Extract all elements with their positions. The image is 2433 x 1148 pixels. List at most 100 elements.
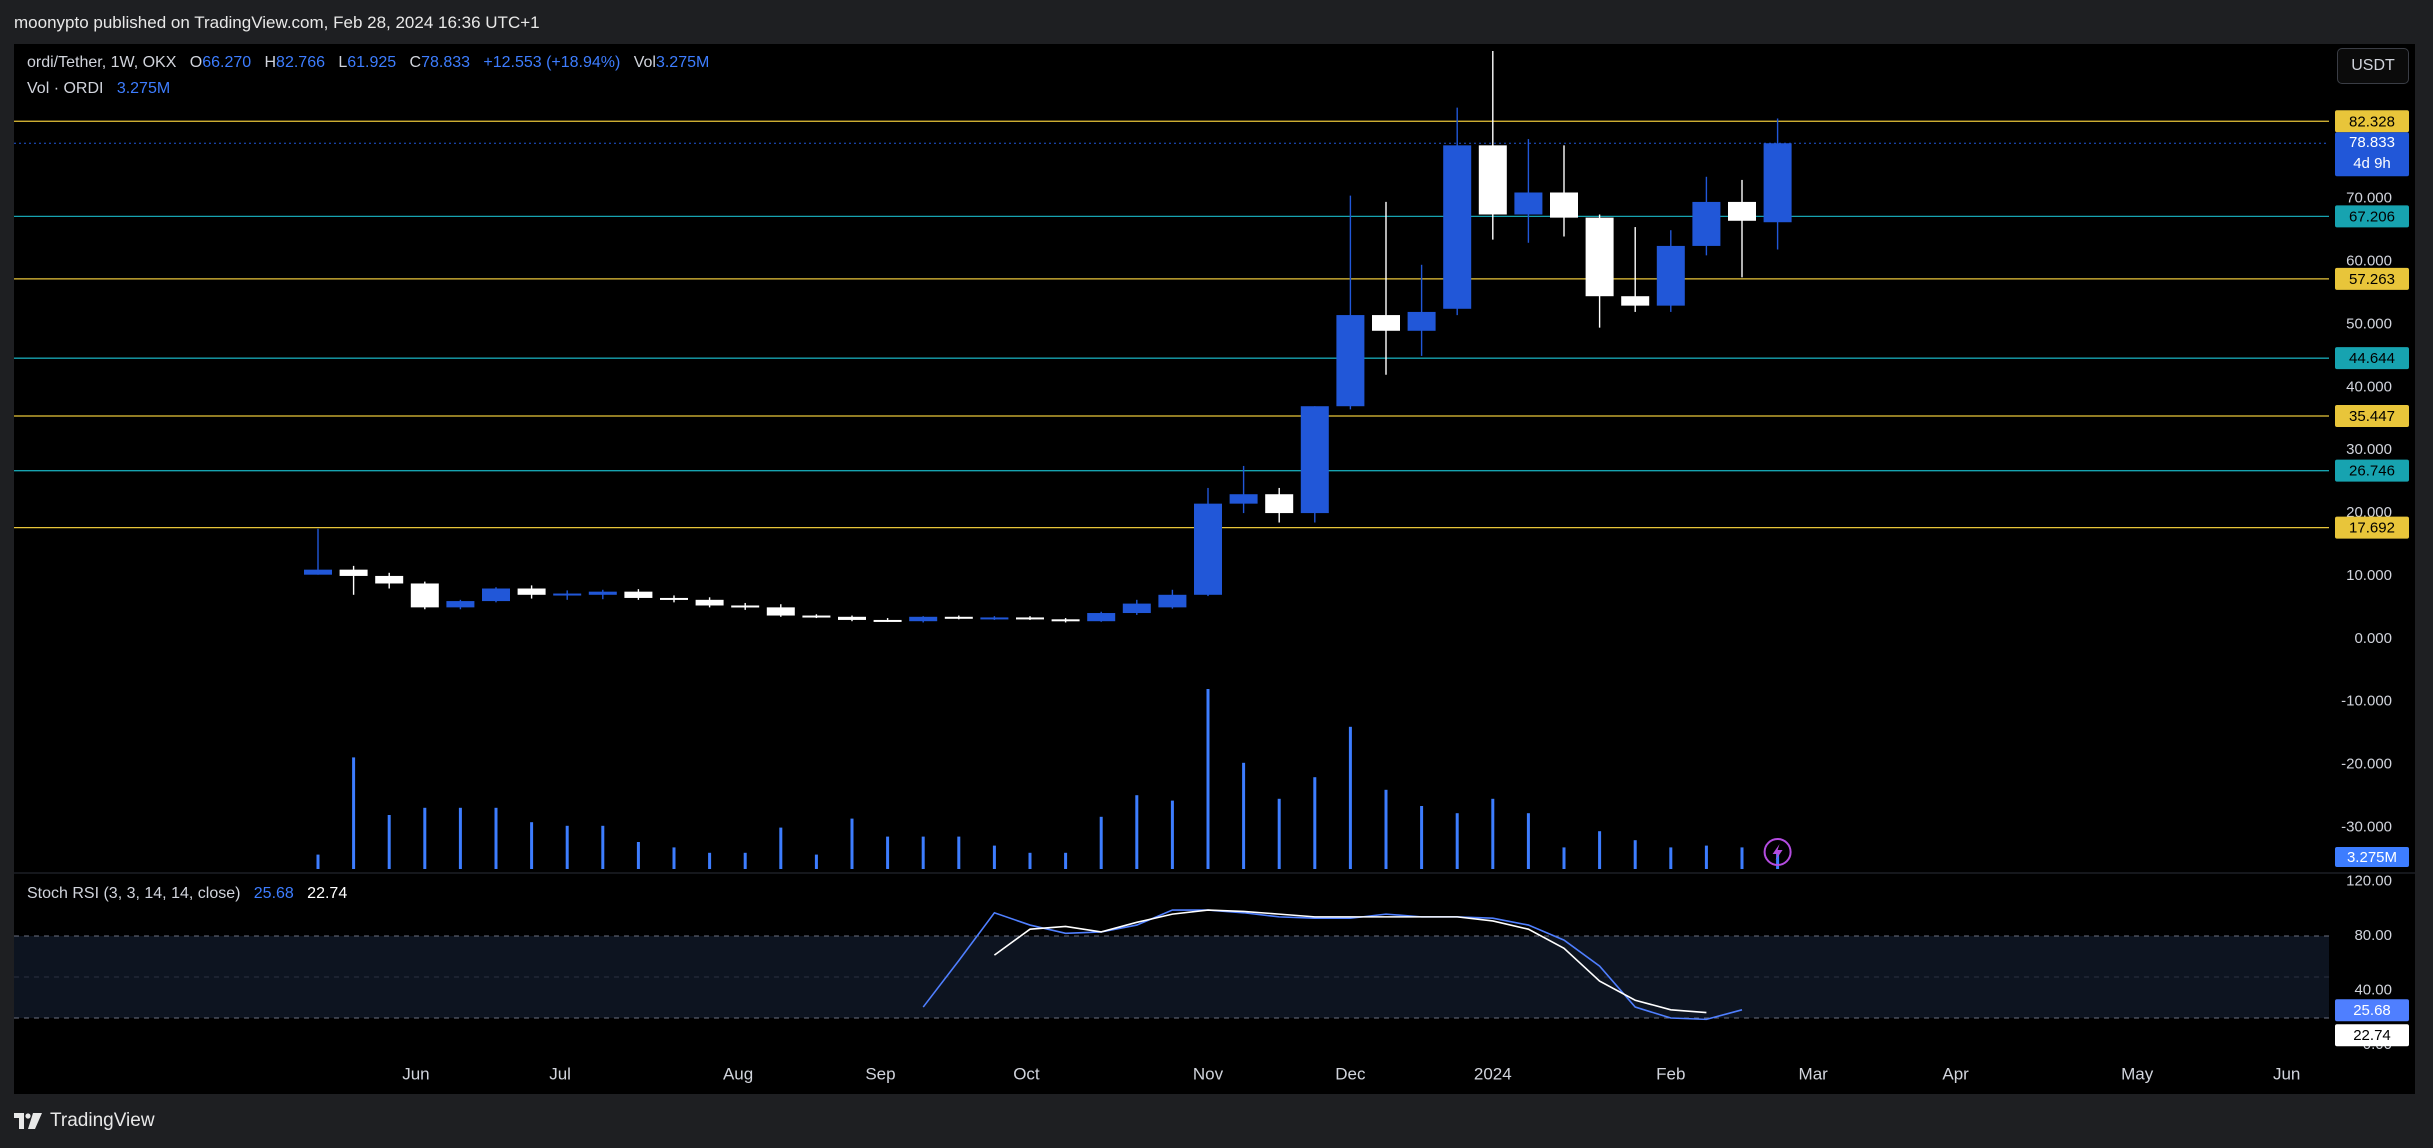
brand[interactable]: TradingView bbox=[14, 1110, 155, 1132]
price-tick-label: 40.000 bbox=[2346, 378, 2392, 395]
level-label: 44.644 bbox=[2349, 350, 2395, 367]
stoch-tick-label: 80.00 bbox=[2354, 927, 2392, 944]
level-label: 82.328 bbox=[2349, 113, 2395, 130]
bottom-bar bbox=[0, 1100, 2433, 1148]
volume-bar bbox=[1277, 798, 1281, 869]
stoch-legend: Stoch RSI (3, 3, 14, 14, close) 25.68 22… bbox=[27, 885, 347, 903]
candle-body bbox=[517, 588, 546, 595]
candle-body bbox=[304, 569, 332, 575]
chart-canvas[interactable]: 70.00060.00050.00040.00030.00020.00010.0… bbox=[14, 44, 2415, 1094]
time-axis-label: May bbox=[2121, 1064, 2154, 1083]
time-axis-label: Jul bbox=[549, 1064, 571, 1083]
time-axis-label: Feb bbox=[1656, 1064, 1685, 1083]
volume-bar bbox=[1704, 845, 1708, 869]
volume-bar bbox=[1491, 798, 1495, 869]
volume-series-label[interactable]: Vol · ORDI bbox=[27, 80, 104, 97]
volume-bar bbox=[1776, 851, 1780, 869]
time-axis-label: Mar bbox=[1799, 1064, 1829, 1083]
symbol-label[interactable]: ordi/Tether, 1W, OKX bbox=[27, 54, 177, 71]
stoch-k-tag-bg bbox=[2335, 999, 2409, 1022]
volume-bar bbox=[458, 807, 462, 869]
level-label-bg bbox=[2335, 516, 2409, 539]
level-label: 26.746 bbox=[2349, 463, 2395, 480]
candle-body bbox=[375, 575, 404, 584]
level-label-bg bbox=[2335, 205, 2409, 228]
stoch-d-line bbox=[993, 909, 1707, 1014]
price-tick-label: 0.000 bbox=[2354, 630, 2392, 647]
stoch-label[interactable]: Stoch RSI (3, 3, 14, 14, close) bbox=[27, 885, 241, 902]
candle-body bbox=[909, 616, 938, 622]
candle-body bbox=[731, 605, 760, 608]
volume-bar bbox=[1135, 795, 1139, 869]
lightning-icon bbox=[1772, 844, 1783, 860]
open-label: O bbox=[189, 54, 203, 71]
chart-panel[interactable]: 70.000 60.000 50.000 40.000 30.000 20.000 10.0… bbox=[14, 44, 2415, 1094]
candle-body bbox=[944, 616, 973, 619]
top-bar: moonypto published on TradingView.com, F… bbox=[0, 0, 2433, 40]
volume-bar bbox=[565, 825, 569, 869]
stoch-d-tag: 22.74 bbox=[2353, 1027, 2391, 1044]
candle-body bbox=[1122, 603, 1151, 614]
candle-body bbox=[838, 616, 866, 620]
stoch-d-tag-bg bbox=[2335, 1024, 2409, 1047]
volume-bar bbox=[1598, 831, 1602, 869]
candle-body bbox=[1728, 201, 1756, 221]
volume-bar bbox=[814, 854, 818, 869]
candle-body bbox=[695, 599, 724, 606]
candle-body bbox=[553, 593, 582, 596]
countdown-label: 4d 9h bbox=[2353, 155, 2391, 172]
candle-body bbox=[1158, 594, 1187, 608]
volume-value-tag: 3.275M bbox=[2347, 849, 2397, 866]
candle-body bbox=[339, 569, 368, 576]
candle-body bbox=[1443, 145, 1472, 309]
price-tick-label: -30.000 bbox=[2341, 818, 2392, 835]
candle-body bbox=[660, 597, 688, 600]
lightning-icon-ring bbox=[1763, 838, 1792, 866]
volume-bar bbox=[1384, 789, 1388, 869]
level-label-bg bbox=[2335, 110, 2409, 133]
price-tick-label: 50.000 bbox=[2346, 315, 2392, 332]
volume-legend: Vol · ORDI 3.275M bbox=[27, 80, 170, 98]
price-tick-label: 70.000 bbox=[2346, 190, 2392, 207]
volume-bar bbox=[886, 836, 890, 869]
candle-body bbox=[1087, 613, 1116, 622]
volume-bar bbox=[1170, 800, 1174, 869]
brand-name: TradingView bbox=[50, 1110, 155, 1131]
volume-bar bbox=[1455, 813, 1459, 869]
time-axis-label: Oct bbox=[1013, 1064, 1040, 1083]
candle-body bbox=[1621, 296, 1650, 306]
close-label: C bbox=[409, 54, 422, 71]
candle-body bbox=[410, 583, 439, 608]
candle-body bbox=[1656, 245, 1685, 306]
volume-bar bbox=[1313, 777, 1317, 869]
time-axis-label: Apr bbox=[1942, 1064, 1969, 1083]
candle-body bbox=[766, 607, 795, 616]
candle-body bbox=[1763, 143, 1792, 223]
low-label: L bbox=[338, 54, 348, 71]
stoch-k-tag: 25.68 bbox=[2353, 1002, 2391, 1019]
volume-bar bbox=[1348, 726, 1352, 869]
volume-series-value: 3.275M bbox=[116, 80, 171, 97]
currency-button[interactable]: USDT bbox=[2337, 48, 2409, 84]
candle-body bbox=[802, 615, 831, 618]
volume-bar bbox=[850, 818, 854, 869]
level-label: 35.447 bbox=[2349, 408, 2395, 425]
volume-bar bbox=[672, 847, 676, 869]
stoch-tick-label: 120.00 bbox=[2346, 872, 2392, 889]
candle-body bbox=[1300, 406, 1329, 514]
candle-body bbox=[1550, 192, 1578, 218]
stoch-k-line bbox=[922, 909, 1743, 1021]
volume-bar bbox=[1420, 806, 1424, 869]
stoch-tick-label: 40.00 bbox=[2354, 982, 2392, 999]
high-value: 82.766 bbox=[276, 54, 325, 71]
low-value: 61.925 bbox=[347, 54, 397, 71]
candle-body bbox=[1478, 145, 1507, 215]
volume-bar bbox=[743, 852, 747, 869]
candle-body bbox=[1514, 192, 1543, 215]
level-label: 17.692 bbox=[2349, 520, 2395, 537]
candle-body bbox=[873, 619, 902, 622]
level-label-bg bbox=[2335, 347, 2409, 370]
volume-bar bbox=[601, 825, 605, 869]
time-axis-label: Sep bbox=[865, 1064, 895, 1083]
level-label: 67.206 bbox=[2349, 208, 2395, 225]
